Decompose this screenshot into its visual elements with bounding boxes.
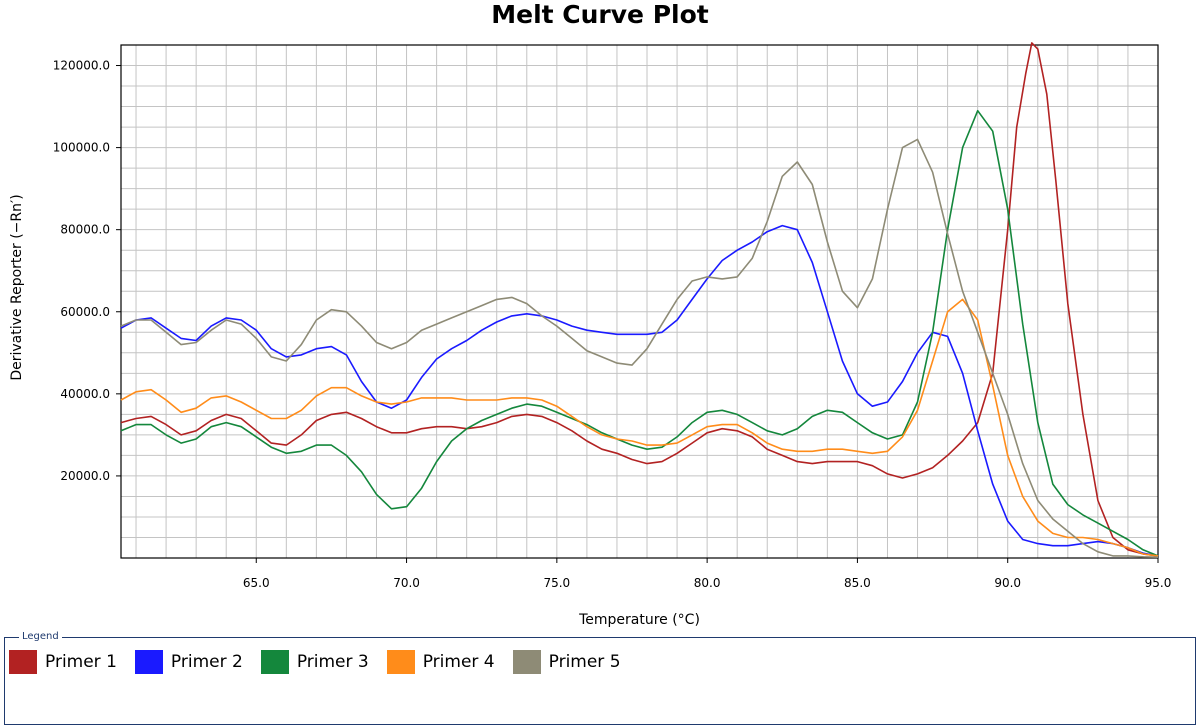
series-line-primer-2: [120, 224, 1159, 557]
legend-swatch: [260, 650, 289, 674]
chart-title: Melt Curve Plot: [491, 0, 709, 29]
y-tick-label: 100000.0: [53, 141, 110, 155]
x-tick-label: 70.0: [393, 576, 420, 590]
y-tick-label: 20000.0: [60, 469, 110, 483]
legend-swatch: [134, 650, 163, 674]
y-axis-label: Derivative Reporter (−Rn′): [9, 194, 25, 380]
legend-swatch: [512, 650, 541, 674]
legend-item-primer-2: Primer 2: [134, 650, 261, 674]
legend-items: Primer 1 Primer 2 Primer 3 Primer 4 Primer 5: [9, 650, 639, 674]
legend-label: Primer 3: [296, 652, 369, 672]
legend-label: Primer 4: [422, 652, 495, 672]
y-tick-label: 40000.0: [60, 387, 110, 401]
y-tick-label: 120000.0: [53, 59, 110, 73]
series-line-primer-3: [120, 109, 1159, 557]
legend-label: Primer 5: [548, 652, 621, 672]
x-tick-label: 90.0: [994, 576, 1021, 590]
series-line-primer-5: [120, 138, 1159, 558]
legend-swatch: [386, 650, 415, 674]
x-tick-label: 75.0: [543, 576, 570, 590]
series-lines: [120, 42, 1159, 558]
grid: [121, 44, 1158, 558]
series-line-primer-1: [120, 42, 1159, 557]
plot-area: [121, 45, 1158, 558]
x-tick-label: 80.0: [694, 576, 721, 590]
x-tick-label: 85.0: [844, 576, 871, 590]
melt-curve-plot: 65.0 70.0 75.0 80.0 85.0 90.0 95.0 20000.0 40000…: [9, 42, 1172, 628]
y-tick-label: 80000.0: [60, 223, 110, 237]
legend-swatch: [9, 650, 37, 674]
legend-label: Primer 1: [45, 652, 117, 672]
legend-item-primer-3: Primer 3: [260, 650, 387, 674]
axes: 65.0 70.0 75.0 80.0 85.0 90.0 95.0 20000.0 40000…: [53, 44, 1172, 590]
x-tick-label: 65.0: [243, 576, 270, 590]
legend-label: Primer 2: [170, 652, 243, 672]
legend-item-primer-4: Primer 4: [386, 650, 513, 674]
plot-frame: [120, 44, 1159, 559]
x-axis-label: Temperature (°C): [578, 612, 700, 628]
x-tick-label: 95.0: [1145, 576, 1172, 590]
y-tick-label: 60000.0: [60, 305, 110, 319]
legend-title: Legend: [19, 630, 62, 644]
legend-item-primer-1: Primer 1: [9, 650, 135, 674]
legend-item-primer-5: Primer 5: [512, 650, 639, 674]
